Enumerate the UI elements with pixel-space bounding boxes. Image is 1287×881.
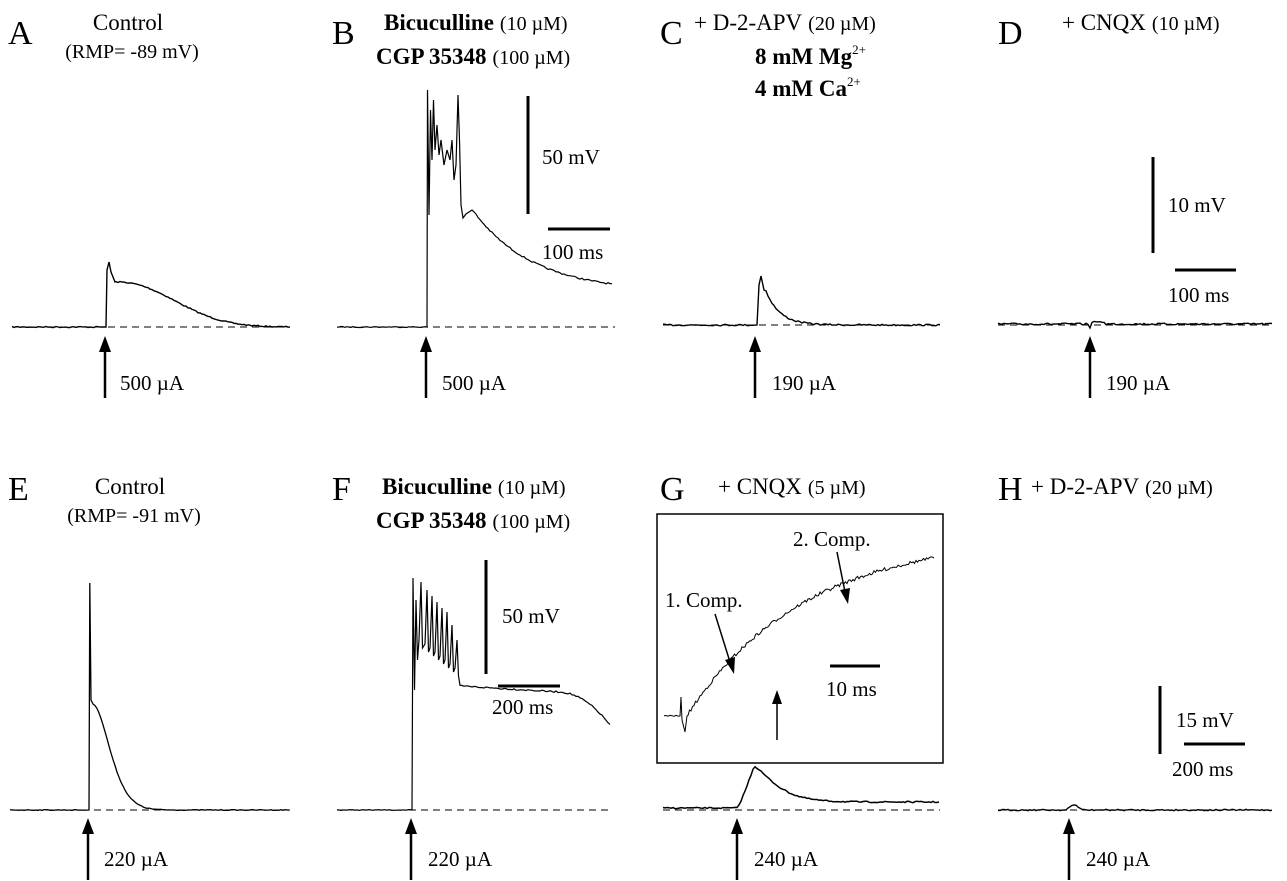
panel-f-drug2: CGP 35348 (100 µM) bbox=[376, 508, 570, 533]
panel-f-drug1-conc: (10 µM) bbox=[498, 477, 566, 499]
panel-a-trace bbox=[12, 262, 290, 328]
panel-g-inset-label-2: 2. Comp. bbox=[793, 527, 871, 551]
panel-g-drug-name: + CNQX bbox=[718, 474, 802, 499]
panel-h-drug: + D-2-APV (20 µM) bbox=[1031, 474, 1213, 499]
panel-c-drug: + D-2-APV (20 µM) bbox=[694, 10, 876, 35]
panel-f: F Bicuculline (10 µM) CGP 35348 (100 µM) 5… bbox=[332, 471, 612, 880]
panel-d-drug-conc: (10 µM) bbox=[1152, 13, 1220, 35]
panel-d-letter: D bbox=[998, 15, 1023, 52]
panel-c-mg-sup: 2+ bbox=[852, 42, 866, 57]
panel-d: D + CNQX (10 µM) 10 mV 100 ms 190 µA bbox=[998, 10, 1273, 398]
panel-c-ca-text: 4 mM Ca bbox=[755, 76, 847, 101]
panel-h: H + D-2-APV (20 µM) 15 mV 200 ms 240 µA bbox=[998, 471, 1273, 880]
panel-e: E Control (RMP= -91 mV) 220 µA bbox=[8, 471, 290, 880]
panel-g: G + CNQX (5 µM) 1. Comp. 2. Comp. 10 ms bbox=[657, 471, 943, 880]
panel-d-scale-v-label: 10 mV bbox=[1168, 193, 1226, 217]
panel-d-drug-name: + CNQX bbox=[1062, 10, 1146, 35]
panel-h-scale-v-label: 15 mV bbox=[1176, 708, 1234, 732]
panel-g-inset-frame bbox=[657, 514, 943, 763]
panel-h-stim-label: 240 µA bbox=[1086, 847, 1151, 871]
panel-c-drug-conc: (20 µM) bbox=[808, 13, 876, 35]
panel-g-inset-label-1: 1. Comp. bbox=[665, 588, 743, 612]
panel-a: A Control (RMP= -89 mV) 500 µA bbox=[8, 10, 290, 398]
panel-b-scale-t-label: 100 ms bbox=[542, 240, 603, 264]
panel-d-stim-arrow bbox=[1084, 336, 1096, 398]
panel-h-drug-name: + D-2-APV bbox=[1031, 474, 1140, 499]
panel-g-inset: 1. Comp. 2. Comp. 10 ms bbox=[657, 514, 943, 763]
panel-e-letter: E bbox=[8, 471, 29, 508]
panel-f-drug2-conc: (100 µM) bbox=[493, 511, 571, 533]
panel-d-scale-t-label: 100 ms bbox=[1168, 283, 1229, 307]
panel-b-drug1: Bicuculline (10 µM) bbox=[384, 10, 568, 35]
panel-f-stim-arrow bbox=[405, 818, 417, 880]
panel-d-stim-label: 190 µA bbox=[1106, 371, 1171, 395]
panel-b-stim-label: 500 µA bbox=[442, 371, 507, 395]
panel-e-stim-label: 220 µA bbox=[104, 847, 169, 871]
panel-e-stim-arrow bbox=[82, 818, 94, 880]
panel-g-trace bbox=[663, 767, 939, 809]
panel-b-stim-arrow bbox=[420, 336, 432, 398]
panel-a-rmp: (RMP= -89 mV) bbox=[65, 41, 199, 63]
panel-d-drug: + CNQX (10 µM) bbox=[1062, 10, 1220, 35]
panel-b-drug2-name: CGP 35348 bbox=[376, 44, 487, 69]
panel-f-stim-label: 220 µA bbox=[428, 847, 493, 871]
panel-e-trace bbox=[10, 583, 289, 810]
panel-f-drug1-name: Bicuculline bbox=[382, 474, 492, 499]
panel-c-stim-label: 190 µA bbox=[772, 371, 837, 395]
panel-c-trace bbox=[663, 276, 940, 326]
panel-h-letter: H bbox=[998, 471, 1023, 508]
panel-g-drug: + CNQX (5 µM) bbox=[718, 474, 866, 499]
panel-a-stim-label: 500 µA bbox=[120, 371, 185, 395]
panel-c-stim-arrow bbox=[749, 336, 761, 398]
panel-f-trace bbox=[337, 578, 610, 810]
panel-c: C + D-2-APV (20 µM) 8 mM Mg2+ 4 mM Ca2+ 1… bbox=[660, 10, 940, 398]
panel-g-drug-conc: (5 µM) bbox=[808, 477, 866, 499]
panel-f-scale-v-label: 50 mV bbox=[502, 604, 560, 628]
panel-e-title: Control bbox=[95, 474, 165, 499]
panel-h-scale-t-label: 200 ms bbox=[1172, 757, 1233, 781]
panel-c-mg: 8 mM Mg2+ bbox=[755, 42, 866, 69]
panel-c-ca-sup: 2+ bbox=[847, 74, 861, 89]
panel-h-trace bbox=[998, 805, 1272, 811]
panel-f-drug1: Bicuculline (10 µM) bbox=[382, 474, 566, 499]
panel-b: B Bicuculline (10 µM) CGP 35348 (100 µM) 5… bbox=[332, 10, 615, 398]
panel-a-title: Control bbox=[93, 10, 163, 35]
panel-b-scale-v-label: 50 mV bbox=[542, 145, 600, 169]
panel-g-letter: G bbox=[660, 471, 685, 508]
panel-c-drug-name: + D-2-APV bbox=[694, 10, 803, 35]
panel-h-drug-conc: (20 µM) bbox=[1145, 477, 1213, 499]
panel-e-rmp: (RMP= -91 mV) bbox=[67, 505, 201, 527]
panel-a-letter: A bbox=[8, 15, 33, 52]
panel-b-trace bbox=[337, 90, 612, 328]
panel-g-inset-scale-t-label: 10 ms bbox=[826, 677, 877, 701]
panel-f-drug2-name: CGP 35348 bbox=[376, 508, 487, 533]
panel-c-letter: C bbox=[660, 15, 683, 52]
panel-a-stim-arrow bbox=[99, 336, 111, 398]
panel-f-scale-t-label: 200 ms bbox=[492, 695, 553, 719]
panel-b-letter: B bbox=[332, 15, 355, 52]
panel-b-drug1-conc: (10 µM) bbox=[500, 13, 568, 35]
panel-b-drug2: CGP 35348 (100 µM) bbox=[376, 44, 570, 69]
panel-h-stim-arrow bbox=[1063, 818, 1075, 880]
panel-b-drug1-name: Bicuculline bbox=[384, 10, 494, 35]
panel-b-drug2-conc: (100 µM) bbox=[493, 47, 571, 69]
panel-g-stim-label: 240 µA bbox=[754, 847, 819, 871]
panel-f-letter: F bbox=[332, 471, 351, 508]
panel-g-stim-arrow bbox=[731, 818, 743, 880]
panel-c-ca: 4 mM Ca2+ bbox=[755, 74, 861, 101]
panel-c-mg-text: 8 mM Mg bbox=[755, 44, 853, 69]
